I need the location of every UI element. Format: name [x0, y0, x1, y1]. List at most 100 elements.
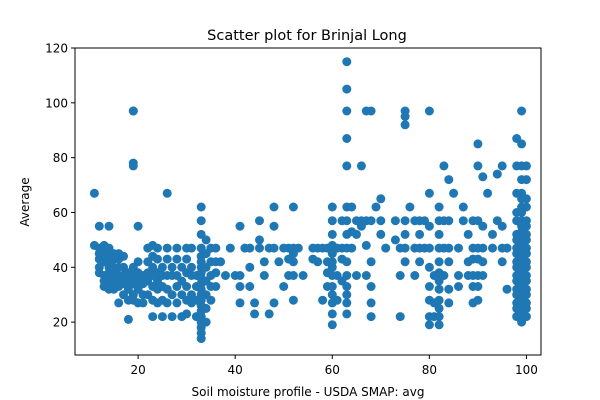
- scatter-point: [104, 221, 114, 231]
- scatter-point: [366, 216, 376, 226]
- scatter-point: [245, 243, 255, 253]
- x-tick-label: 20: [130, 363, 145, 377]
- scatter-point: [376, 194, 386, 204]
- scatter-point: [390, 235, 400, 245]
- scatter-point: [327, 282, 337, 291]
- scatter-point: [434, 295, 444, 305]
- scatter-point: [439, 271, 449, 280]
- scatter-point: [211, 268, 221, 278]
- scatter-point: [415, 229, 425, 239]
- scatter-point: [342, 161, 352, 171]
- y-tick-label: 120: [45, 42, 68, 56]
- y-tick-label: 20: [53, 316, 68, 330]
- scatter-point: [187, 243, 196, 253]
- scatter-point: [395, 271, 405, 280]
- scatter-point: [167, 290, 177, 300]
- scatter-point: [395, 312, 405, 322]
- scatter-point: [463, 229, 473, 239]
- scatter-point: [148, 312, 158, 322]
- y-axis: 20 40 60 80 100 120: [45, 42, 75, 330]
- scatter-point: [521, 194, 531, 204]
- y-tick-label: 40: [53, 261, 68, 275]
- scatter-point: [245, 262, 255, 272]
- scatter-point: [269, 298, 279, 308]
- scatter-point: [153, 254, 162, 264]
- scatter-point: [274, 257, 284, 267]
- scatter-point: [424, 282, 434, 291]
- scatter-point: [128, 161, 138, 171]
- scatter-point: [366, 257, 376, 267]
- scatter-point: [521, 202, 531, 212]
- scatter-point: [521, 249, 531, 259]
- scatter-point: [269, 221, 279, 231]
- scatter-point: [279, 282, 289, 291]
- scatter-point: [342, 106, 352, 116]
- scatter-point: [167, 262, 177, 272]
- scatter-point: [235, 271, 245, 280]
- scatter-point: [521, 312, 531, 322]
- scatter-point: [434, 284, 444, 294]
- scatter-point: [371, 202, 381, 212]
- scatter-point: [259, 271, 269, 280]
- scatter-point: [293, 243, 303, 253]
- scatter-point: [119, 251, 128, 261]
- scatter-point: [342, 84, 352, 94]
- scatter-point: [424, 320, 434, 330]
- scatter-point: [250, 298, 260, 308]
- scatter-point: [473, 295, 483, 305]
- scatter-point: [434, 320, 444, 330]
- scatter-point: [182, 254, 192, 264]
- scatter-point: [342, 257, 352, 267]
- scatter-point: [327, 202, 337, 212]
- scatter-point: [123, 314, 133, 324]
- scatter-point: [162, 243, 172, 253]
- scatter-point: [318, 295, 328, 305]
- x-tick-label: 60: [325, 363, 340, 377]
- scatter-point: [521, 175, 531, 185]
- scatter-point: [521, 235, 531, 245]
- scatter-point: [400, 216, 410, 226]
- scatter-point: [376, 229, 386, 239]
- scatter-point: [347, 202, 357, 212]
- scatter-point: [206, 295, 216, 305]
- chart-title: Scatter plot for Brinjal Long: [207, 28, 407, 44]
- scatter-point: [172, 254, 182, 264]
- scatter-point: [454, 243, 463, 253]
- scatter-point: [492, 169, 502, 179]
- scatter-point: [502, 243, 512, 253]
- scatter-point: [352, 229, 361, 239]
- scatter-point: [133, 257, 143, 267]
- scatter-point: [342, 290, 352, 300]
- scatter-point: [182, 309, 192, 319]
- scatter-point: [196, 216, 206, 226]
- scatter-point: [502, 284, 512, 294]
- x-tick-label: 100: [515, 363, 538, 377]
- scatter-point: [424, 221, 434, 231]
- scatter-point: [167, 312, 177, 322]
- scatter-point: [521, 276, 531, 286]
- scatter-point: [196, 202, 206, 212]
- scatter-point: [269, 243, 279, 253]
- scatter-point: [497, 257, 507, 267]
- scatter-point: [162, 254, 172, 264]
- scatter-point: [255, 216, 264, 226]
- scatter-point: [478, 257, 488, 267]
- scatter-point: [361, 271, 371, 280]
- scatter-point: [250, 309, 260, 319]
- scatter-point: [366, 298, 376, 308]
- y-tick-label: 60: [53, 206, 68, 220]
- scatter-point: [521, 262, 531, 272]
- scatter-point: [162, 298, 172, 308]
- scatter-point: [400, 257, 410, 267]
- scatter-point: [342, 309, 352, 319]
- scatter-point: [400, 229, 410, 239]
- scatter-point: [269, 202, 279, 212]
- scatter-point: [288, 257, 298, 267]
- scatter-point: [434, 229, 444, 239]
- scatter-point: [356, 161, 366, 171]
- scatter-point: [235, 221, 245, 231]
- scatter-point: [424, 106, 434, 116]
- plot-frame: [74, 47, 542, 356]
- scatter-point: [138, 298, 148, 308]
